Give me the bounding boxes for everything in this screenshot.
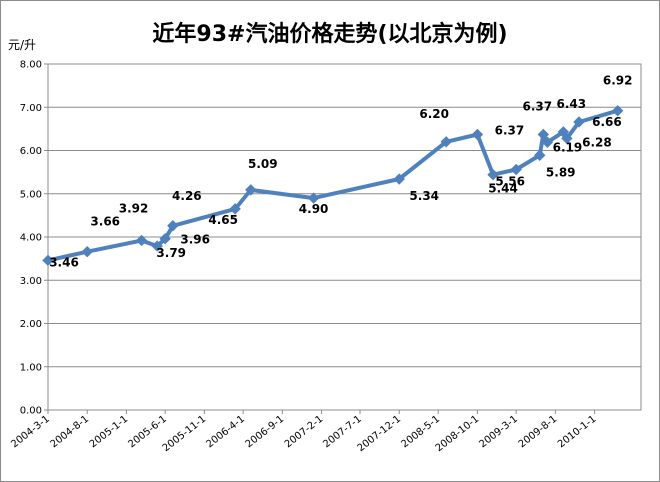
data-marker: [135, 234, 148, 247]
data-label: 3.66: [90, 215, 120, 229]
data-marker: [487, 169, 499, 181]
x-tick-label: 2007-12-1: [356, 414, 404, 455]
data-marker: [81, 245, 93, 258]
y-tick-label: 2.00: [20, 319, 42, 330]
y-tick-label: 1.00: [20, 362, 42, 373]
x-tick-label: 2008-10-1: [434, 414, 482, 455]
data-marker: [167, 220, 179, 232]
data-marker: [471, 128, 484, 141]
data-label: 3.96: [180, 233, 210, 247]
x-tick-label: 2004-3-1: [9, 414, 52, 451]
y-tick-label: 7.00: [20, 103, 42, 114]
data-marker: [534, 149, 546, 161]
x-tick-label: 2006-4-1: [204, 414, 247, 451]
data-label: 5.09: [248, 157, 278, 171]
data-label: 6.43: [557, 97, 587, 111]
chart-title: 近年93#汽油价格走势(以北京为例): [152, 22, 508, 47]
data-marker: [611, 105, 624, 117]
y-axis-unit: 元/升: [8, 38, 37, 52]
data-marker: [537, 128, 550, 141]
data-label: 6.92: [603, 74, 633, 88]
data-label: 4.26: [172, 189, 202, 203]
y-tick-label: 5.00: [20, 189, 42, 200]
data-label: 6.66: [592, 115, 622, 129]
data-label: 6.37: [495, 123, 525, 137]
x-tick-label: 2009-3-1: [477, 414, 520, 451]
data-marker: [151, 240, 163, 252]
data-marker: [561, 132, 573, 145]
data-label: 6.28: [582, 135, 612, 149]
data-marker: [393, 173, 405, 185]
data-label: 5.44: [488, 182, 518, 196]
x-tick-label: 2005-11-1: [161, 414, 209, 455]
x-tick-label: 2005-1-1: [88, 414, 131, 451]
data-marker: [307, 192, 320, 204]
y-tick-label: 6.00: [20, 146, 42, 157]
data-label: 5.56: [495, 175, 525, 189]
data-marker: [229, 203, 241, 215]
x-tick-label: 2004-8-1: [49, 414, 92, 451]
data-marker: [510, 163, 522, 176]
grid-lines: [48, 63, 641, 368]
x-tick-label: 2010-1-1: [556, 414, 599, 451]
y-tick-label: 3.00: [20, 276, 42, 287]
data-label: 3.79: [156, 246, 186, 260]
data-marker: [573, 116, 585, 128]
data-label: 4.65: [208, 213, 238, 227]
data-marker: [42, 254, 54, 267]
x-tick-labels: 2004-3-12004-8-12005-1-12005-6-12005-11-…: [9, 410, 598, 454]
y-tick-label: 4.00: [20, 233, 42, 244]
y-tick-labels: 0.00 1.00 2.00 3.00 4.00 5.00 6.00 7.00 8.00: [20, 60, 48, 417]
data-label: 5.89: [546, 165, 576, 179]
data-label: 3.92: [119, 201, 149, 215]
data-label: 5.34: [409, 189, 439, 203]
y-tick-label: 8.00: [20, 60, 42, 71]
data-label: 4.90: [299, 202, 329, 216]
data-label: 6.20: [419, 107, 449, 121]
data-labels: 3.46 3.663.92 3.793.96 4.26 4.65 5.09 4.90 5.34…: [49, 74, 632, 270]
data-marker: [541, 136, 554, 148]
x-tick-label: 2006-9-1: [244, 414, 287, 451]
data-marker: [159, 233, 171, 245]
y-tick-label: 0.00: [20, 406, 42, 417]
x-tick-label: 2007-2-1: [283, 414, 326, 451]
data-label: 3.46: [49, 255, 79, 269]
data-marker: [245, 184, 257, 196]
x-tick-label: 2009-8-1: [517, 414, 560, 451]
data-markers: [42, 105, 624, 267]
data-label: 6.37: [523, 99, 553, 113]
data-label: 6.19: [553, 140, 583, 154]
data-marker: [440, 136, 452, 148]
